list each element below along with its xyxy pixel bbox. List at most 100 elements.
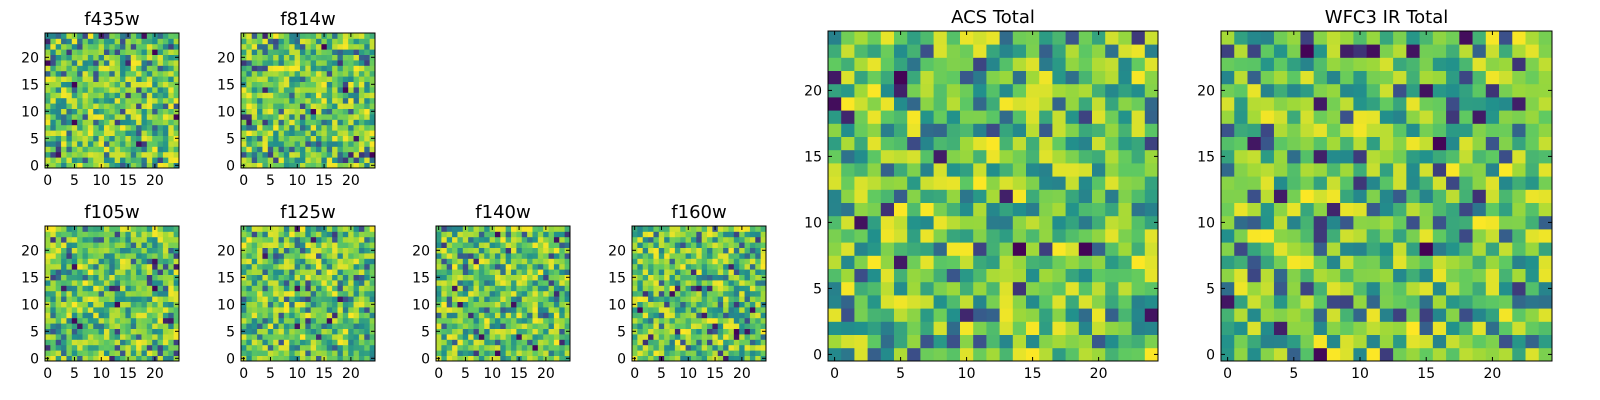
heatmap-cell xyxy=(1012,229,1027,243)
heatmap-cell xyxy=(146,307,153,313)
heatmap-cell xyxy=(310,54,317,61)
heatmap-cell xyxy=(278,92,285,99)
heatmap-cell xyxy=(267,231,274,238)
heatmap-cell xyxy=(310,280,317,286)
heatmap-cell xyxy=(173,263,180,270)
heatmap-cell xyxy=(294,301,301,308)
heatmap-cell xyxy=(1353,295,1368,309)
heatmap-cell xyxy=(98,317,105,324)
heatmap-cell xyxy=(749,307,756,313)
heatmap-cell xyxy=(337,242,344,248)
heatmap-cell xyxy=(66,81,73,88)
heatmap-cell xyxy=(257,280,263,286)
heatmap-cell xyxy=(553,231,560,238)
heatmap-cell xyxy=(446,301,453,308)
heatmap-cell xyxy=(162,231,169,238)
heatmap-cell xyxy=(299,274,306,281)
heatmap-cell xyxy=(1326,215,1341,230)
heatmap-cell xyxy=(66,301,73,308)
heatmap-cell xyxy=(125,103,132,109)
heatmap-cell xyxy=(494,269,501,275)
heatmap-cell xyxy=(289,263,295,270)
heatmap-cell xyxy=(369,38,376,45)
heatmap-cell xyxy=(77,323,83,329)
heatmap-cell xyxy=(1393,268,1407,283)
heatmap-cell xyxy=(960,110,974,124)
heatmap-cell xyxy=(283,269,290,275)
heatmap-cell xyxy=(152,328,158,335)
heatmap-cell xyxy=(489,280,496,286)
heatmap-cell xyxy=(669,226,676,232)
heatmap-cell xyxy=(152,307,158,313)
heatmap-cell xyxy=(305,231,312,238)
heatmap-cell xyxy=(1052,334,1066,349)
heatmap-cell xyxy=(348,242,354,248)
heatmap-cell xyxy=(760,344,767,351)
heatmap-cell xyxy=(358,323,365,329)
heatmap-cell xyxy=(273,130,279,136)
heatmap-cell xyxy=(114,344,121,351)
heatmap-cell xyxy=(1379,281,1394,296)
heatmap-cell xyxy=(760,290,767,297)
heatmap-cell xyxy=(489,334,496,340)
heatmap-cell xyxy=(120,141,126,147)
heatmap-cell xyxy=(920,334,934,349)
heatmap-cell xyxy=(332,70,338,77)
heatmap-cell xyxy=(55,231,62,238)
heatmap-cell xyxy=(1234,242,1248,256)
heatmap-cell xyxy=(305,339,312,346)
heatmap-cell xyxy=(299,269,306,275)
heatmap-cell xyxy=(262,258,269,265)
heatmap-cell xyxy=(452,231,458,238)
heatmap-cell xyxy=(273,114,279,120)
heatmap-cell xyxy=(1313,215,1328,230)
heatmap-cell xyxy=(1379,268,1394,283)
heatmap-cell xyxy=(321,236,328,243)
heatmap-cell xyxy=(505,247,512,254)
heatmap-cell xyxy=(82,119,89,126)
heatmap-cell xyxy=(696,231,703,238)
heatmap-cell xyxy=(1472,215,1487,230)
heatmap-cell xyxy=(45,103,51,109)
heatmap-cell xyxy=(648,242,654,248)
heatmap-cell xyxy=(289,108,295,115)
heatmap-cell xyxy=(669,290,676,297)
heatmap-cell xyxy=(332,49,338,55)
heatmap-cell xyxy=(696,280,703,286)
heatmap-cell xyxy=(152,108,158,115)
heatmap-cell xyxy=(946,321,961,335)
heatmap-cell xyxy=(353,323,360,329)
heatmap-cell xyxy=(933,83,948,98)
heatmap-cell xyxy=(1092,281,1106,296)
heatmap-cell xyxy=(760,236,767,243)
heatmap-cell xyxy=(251,81,258,88)
heatmap-cell xyxy=(278,124,285,131)
y-tick-label: 20 xyxy=(608,243,626,259)
heatmap-cell xyxy=(316,226,322,232)
heatmap-cell xyxy=(257,70,263,77)
heatmap-cell xyxy=(1366,347,1381,362)
heatmap-cell xyxy=(278,253,285,259)
heatmap-cell xyxy=(364,146,371,153)
heatmap-cell xyxy=(717,269,724,275)
heatmap-cell xyxy=(262,317,269,324)
heatmap-cell xyxy=(162,81,169,88)
heatmap-cell xyxy=(680,312,686,319)
heatmap-cell xyxy=(71,43,78,50)
heatmap-cell xyxy=(305,285,312,292)
heatmap-cell xyxy=(66,269,73,275)
heatmap-cell xyxy=(267,141,274,147)
heatmap-cell xyxy=(674,226,681,232)
heatmap-cell xyxy=(452,339,458,346)
heatmap-cell xyxy=(82,247,89,254)
heatmap-cell xyxy=(364,334,371,340)
x-tick-label: 20 xyxy=(146,173,164,189)
heatmap-cell xyxy=(452,274,458,281)
heatmap-cell xyxy=(1052,255,1066,269)
heatmap-cell xyxy=(262,141,269,147)
heatmap-cell xyxy=(262,92,269,99)
heatmap-cell xyxy=(1525,281,1540,296)
heatmap-cell xyxy=(369,307,376,313)
heatmap-cell xyxy=(527,323,533,329)
heatmap-cell xyxy=(1065,189,1080,203)
